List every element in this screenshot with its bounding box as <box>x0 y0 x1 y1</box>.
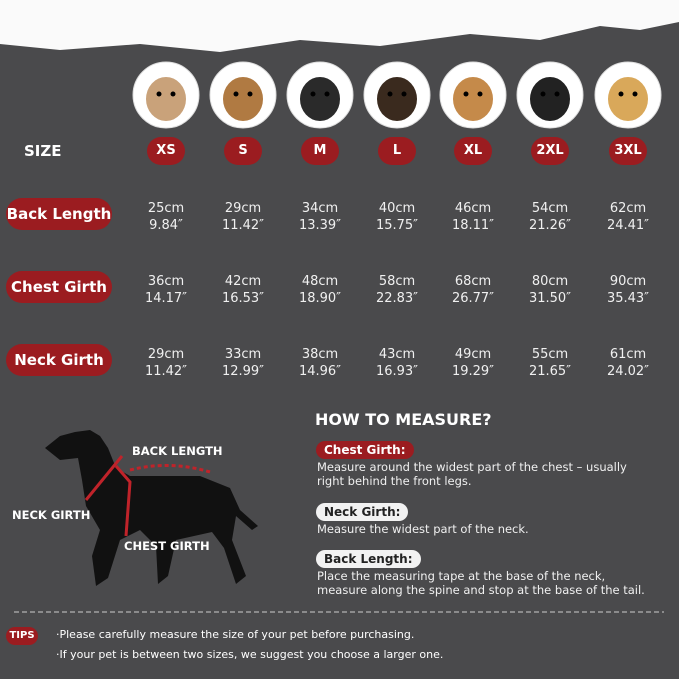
dog-eye <box>247 91 253 97</box>
dog-head <box>608 77 648 121</box>
size-badge: S <box>224 137 262 165</box>
measure-text: Measure around the widest part of the ch… <box>317 460 627 488</box>
row-label: Chest Girth <box>6 271 112 303</box>
dog-head <box>146 77 186 121</box>
inch-value: 16.93″ <box>375 364 419 379</box>
inch-value: 15.75″ <box>375 218 419 233</box>
size-badge: XL <box>454 137 492 165</box>
dog-silhouette <box>45 430 258 586</box>
dog-eye <box>387 91 393 97</box>
diagram-label: CHEST GIRTH <box>124 539 210 553</box>
dog-eye <box>477 91 483 97</box>
dog-eye <box>401 91 407 97</box>
dog-eye <box>233 91 239 97</box>
dog-eye <box>170 91 176 97</box>
dog-eye <box>463 91 469 97</box>
inch-value: 21.65″ <box>528 364 572 379</box>
inch-value: 19.29″ <box>451 364 495 379</box>
size-label: SIZE <box>24 142 62 160</box>
measure-label: Back Length: <box>316 550 421 568</box>
inch-value: 18.90″ <box>298 291 342 306</box>
how-title: HOW TO MEASURE? <box>315 410 492 429</box>
inch-value: 26.77″ <box>451 291 495 306</box>
size-badge: 2XL <box>531 137 569 165</box>
cm-value: 46cm <box>454 201 492 216</box>
measure-text: Measure the widest part of the neck. <box>317 522 529 536</box>
inch-value: 9.84″ <box>149 218 183 233</box>
dog-eye <box>324 91 330 97</box>
cm-value: 43cm <box>378 347 416 362</box>
measure-label: Chest Girth: <box>316 441 414 459</box>
inch-value: 18.11″ <box>451 218 495 233</box>
cm-value: 25cm <box>147 201 185 216</box>
inch-value: 24.02″ <box>606 364 650 379</box>
size-badge: XS <box>147 137 185 165</box>
cm-value: 54cm <box>531 201 569 216</box>
cm-value: 61cm <box>609 347 647 362</box>
row-label: Neck Girth <box>6 344 112 376</box>
inch-value: 16.53″ <box>221 291 265 306</box>
cm-value: 62cm <box>609 201 647 216</box>
cm-value: 68cm <box>454 274 492 289</box>
cm-value: 90cm <box>609 274 647 289</box>
inch-value: 12.99″ <box>221 364 265 379</box>
measure-label: Neck Girth: <box>316 503 409 521</box>
dog-head <box>530 77 570 121</box>
dog-head <box>453 77 493 121</box>
inch-value: 35.43″ <box>606 291 650 306</box>
tip: ·Please carefully measure the size of yo… <box>56 628 415 641</box>
cm-value: 49cm <box>454 347 492 362</box>
size-badge: 3XL <box>609 137 647 165</box>
row-label: Back Length <box>6 198 112 230</box>
size-badge: L <box>378 137 416 165</box>
inch-value: 22.83″ <box>375 291 419 306</box>
measure-text: Place the measuring tape at the base of … <box>317 569 645 597</box>
cm-value: 55cm <box>531 347 569 362</box>
inch-value: 14.17″ <box>144 291 188 306</box>
dog-eye <box>554 91 560 97</box>
cm-value: 40cm <box>378 201 416 216</box>
diagram-label: BACK LENGTH <box>132 444 223 458</box>
inch-value: 14.96″ <box>298 364 342 379</box>
dog-head <box>300 77 340 121</box>
cm-value: 29cm <box>147 347 185 362</box>
cm-value: 48cm <box>301 274 339 289</box>
dog-eye <box>618 91 624 97</box>
dog-eye <box>310 91 316 97</box>
inch-value: 24.41″ <box>606 218 650 233</box>
dog-eye <box>632 91 638 97</box>
inch-value: 21.26″ <box>528 218 572 233</box>
dog-head <box>377 77 417 121</box>
brush-stroke <box>0 0 679 52</box>
size-badge: M <box>301 137 339 165</box>
inch-value: 31.50″ <box>528 291 572 306</box>
inch-value: 13.39″ <box>298 218 342 233</box>
cm-value: 29cm <box>224 201 262 216</box>
cm-value: 36cm <box>147 274 185 289</box>
diagram-label: NECK GIRTH <box>12 508 91 522</box>
cm-value: 33cm <box>224 347 262 362</box>
tip: ·If your pet is between two sizes, we su… <box>56 648 444 661</box>
cm-value: 34cm <box>301 201 339 216</box>
dog-head <box>223 77 263 121</box>
cm-value: 58cm <box>378 274 416 289</box>
inch-value: 11.42″ <box>144 364 188 379</box>
cm-value: 38cm <box>301 347 339 362</box>
cm-value: 42cm <box>224 274 262 289</box>
measure-lines <box>84 455 211 537</box>
tips-label: TIPS <box>6 627 38 645</box>
cm-value: 80cm <box>531 274 569 289</box>
dog-eye <box>540 91 546 97</box>
inch-value: 11.42″ <box>221 218 265 233</box>
dog-eye <box>156 91 162 97</box>
